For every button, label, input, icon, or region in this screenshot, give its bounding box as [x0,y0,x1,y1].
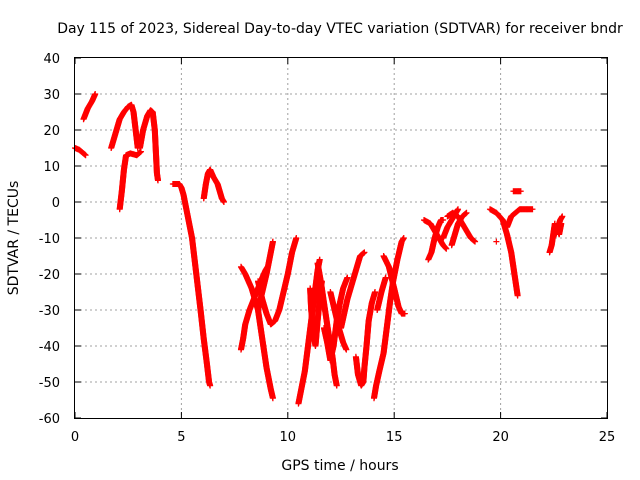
data-point [207,382,214,389]
x-tick-label: 20 [492,430,509,445]
y-tick-label: -10 [39,232,60,247]
data-point [269,395,276,402]
data-point [559,213,566,220]
data-point [382,274,389,281]
y-tick-label: -30 [39,304,60,319]
plot-frame [74,57,608,419]
data-point [558,220,565,227]
data-point [82,152,89,159]
y-tick-label: 40 [43,52,60,67]
data-point [463,209,470,216]
data-points [72,91,566,407]
y-tick-label: -60 [39,412,60,427]
data-point [514,292,521,299]
data-point [293,235,300,241]
data-point [529,206,536,213]
x-tick-label: 10 [280,430,297,445]
y-axis: -60 -50 -40 -30 -20 -10 0 10 20 30 40 [39,52,607,427]
data-point [455,206,462,213]
data-point [401,310,408,317]
data-point [269,238,276,245]
y-axis-title: SDTVAR / TECUs [6,181,22,296]
y-tick-label: 30 [43,88,60,103]
data-point [400,235,407,241]
x-tick-label: 15 [386,430,403,445]
data-point [220,199,227,205]
data-point [372,289,379,295]
x-axis: 0 5 10 15 20 25 [71,58,615,445]
x-axis-title: GPS time / hours [281,458,398,474]
x-tick-label: 25 [599,430,616,445]
data-point [517,188,524,195]
y-tick-label: 0 [52,196,60,211]
data-point [440,217,447,223]
data-point [316,256,323,263]
y-tick-label: 10 [43,160,60,175]
data-point [472,238,479,245]
x-tick-label: 0 [71,430,79,445]
data-point [344,274,351,281]
data-point [361,249,368,256]
data-point [443,245,450,252]
data-point [92,91,99,97]
y-tick-label: -20 [39,268,60,283]
data-point [343,346,350,353]
chart-title: Day 115 of 2023, Sidereal Day-to-day VTE… [57,21,623,37]
data-point [137,148,144,155]
y-tick-label: -50 [39,376,60,391]
x-tick-label: 5 [177,430,185,445]
y-tick-label: -40 [39,340,60,355]
data-point [154,177,161,184]
data-point [493,238,500,245]
y-tick-label: 20 [43,124,60,139]
data-point [333,382,340,389]
